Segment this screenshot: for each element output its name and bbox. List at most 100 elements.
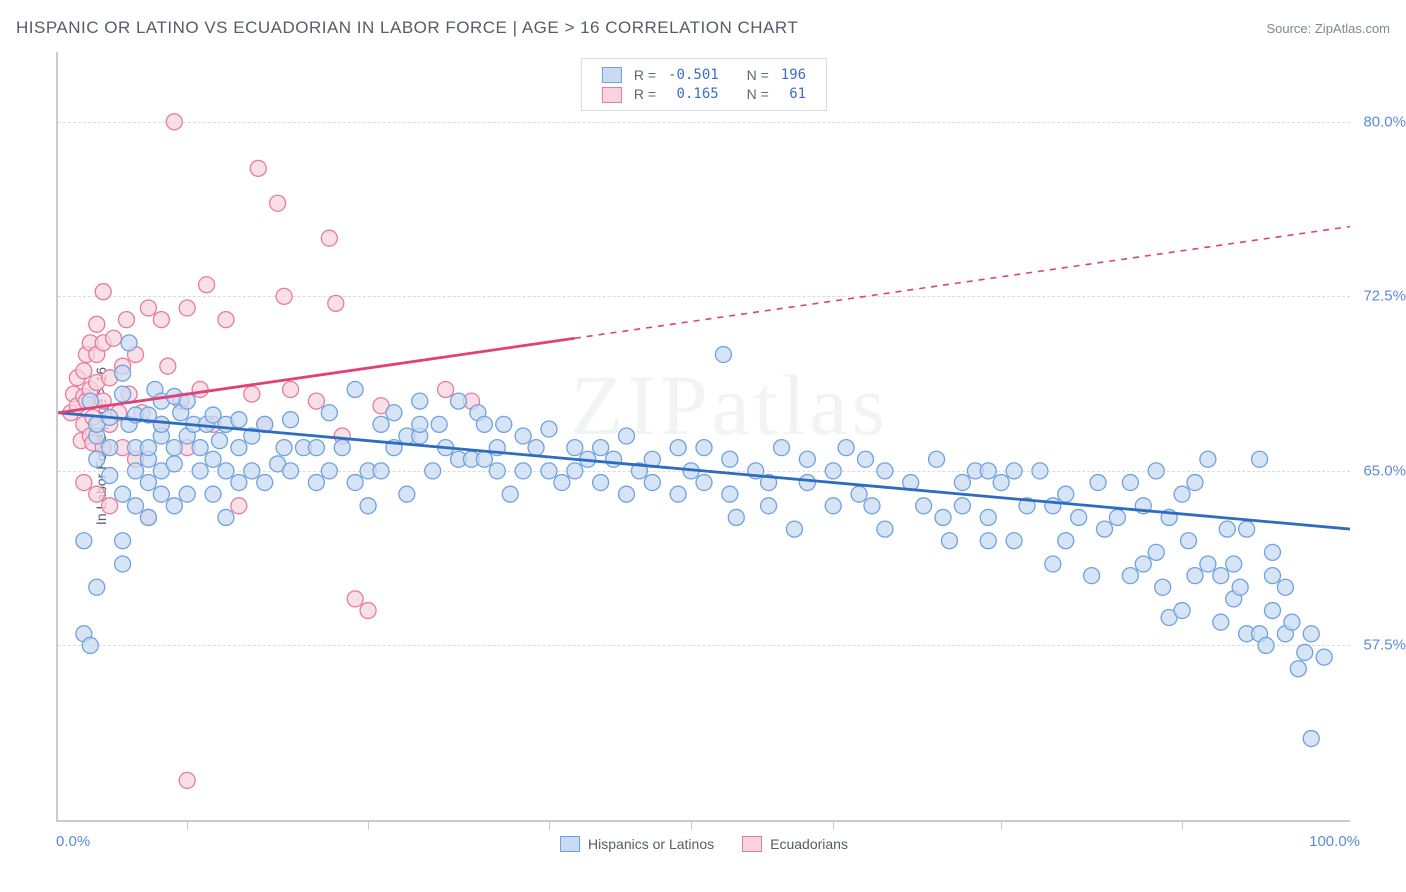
scatter-point	[118, 312, 134, 328]
scatter-point	[412, 393, 428, 409]
scatter-point	[399, 486, 415, 502]
y-tick-label: 65.0%	[1354, 462, 1406, 479]
scatter-point	[1264, 544, 1280, 560]
r-label: R =	[628, 65, 662, 84]
scatter-point	[140, 300, 156, 316]
scatter-point	[696, 475, 712, 491]
scatter-point	[1277, 579, 1293, 595]
legend-item-hispanic: Hispanics or Latinos	[560, 836, 714, 852]
scatter-point	[980, 463, 996, 479]
scatter-point	[328, 295, 344, 311]
scatter-point	[283, 412, 299, 428]
scatter-point	[786, 521, 802, 537]
scatter-point	[373, 463, 389, 479]
scatter-point	[1174, 486, 1190, 502]
scatter-point	[373, 416, 389, 432]
scatter-point	[1284, 614, 1300, 630]
scatter-point	[431, 416, 447, 432]
scatter-point	[89, 451, 105, 467]
scatter-point	[218, 463, 234, 479]
scatter-point	[425, 463, 441, 479]
scatter-point	[799, 475, 815, 491]
scatter-point	[1239, 521, 1255, 537]
scatter-point	[1226, 556, 1242, 572]
scatter-point	[166, 440, 182, 456]
scatter-point	[244, 386, 260, 402]
series-legend: Hispanics or Latinos Ecuadorians	[560, 836, 848, 852]
scatter-point	[192, 463, 208, 479]
scatter-point	[722, 451, 738, 467]
legend-row-hispanic: R = -0.501 N = 196	[596, 65, 812, 84]
scatter-point	[644, 475, 660, 491]
scatter-point	[438, 381, 454, 397]
y-tick-label: 57.5%	[1354, 637, 1406, 654]
legend-row-ecuadorian: R = 0.165 N = 61	[596, 84, 812, 103]
legend-swatch-hispanic-bottom	[560, 836, 580, 852]
scatter-point	[451, 393, 467, 409]
scatter-point	[192, 381, 208, 397]
scatter-point	[140, 440, 156, 456]
scatter-point	[89, 486, 105, 502]
scatter-point	[179, 486, 195, 502]
scatter-point	[412, 416, 428, 432]
scatter-point	[283, 463, 299, 479]
scatter-point	[218, 312, 234, 328]
scatter-point	[160, 358, 176, 374]
scatter-point	[515, 463, 531, 479]
scatter-point	[528, 440, 544, 456]
scatter-point	[1252, 451, 1268, 467]
scatter-point	[1258, 637, 1274, 653]
scatter-point	[1122, 475, 1138, 491]
scatter-point	[115, 486, 131, 502]
n-value-hispanic: 196	[775, 65, 812, 84]
scatter-point	[1200, 556, 1216, 572]
legend-label-ecuadorian: Ecuadorians	[770, 836, 848, 852]
scatter-point	[929, 451, 945, 467]
scatter-point	[1316, 649, 1332, 665]
scatter-point	[1148, 463, 1164, 479]
scatter-point	[270, 195, 286, 211]
scatter-point	[877, 463, 893, 479]
scatter-point	[321, 405, 337, 421]
scatter-point	[102, 468, 118, 484]
scatter-point	[76, 475, 92, 491]
scatter-point	[347, 381, 363, 397]
scatter-point	[231, 498, 247, 514]
scatter-point	[593, 440, 609, 456]
scatter-point	[1058, 486, 1074, 502]
scatter-point	[1187, 475, 1203, 491]
scatter-point	[115, 365, 131, 381]
correlation-legend: R = -0.501 N = 196 R = 0.165 N = 61	[581, 58, 827, 111]
scatter-point	[1084, 568, 1100, 584]
scatter-point	[1148, 544, 1164, 560]
scatter-point	[102, 498, 118, 514]
scatter-point	[140, 475, 156, 491]
scatter-point	[231, 440, 247, 456]
scatter-point	[1045, 498, 1061, 514]
scatter-point	[321, 230, 337, 246]
r-label: R =	[628, 84, 662, 103]
scatter-point	[153, 312, 169, 328]
scatter-point	[1109, 509, 1125, 525]
title-row: HISPANIC OR LATINO VS ECUADORIAN IN LABO…	[16, 18, 1390, 38]
scatter-point	[1213, 568, 1229, 584]
scatter-point	[1097, 521, 1113, 537]
scatter-point	[858, 451, 874, 467]
scatter-point	[347, 475, 363, 491]
scatter-point	[1122, 568, 1138, 584]
scatter-point	[89, 316, 105, 332]
r-value-hispanic: -0.501	[662, 65, 725, 84]
scatter-point	[496, 416, 512, 432]
y-tick-label: 72.5%	[1354, 288, 1406, 305]
scatter-point	[89, 579, 105, 595]
scatter-point	[877, 521, 893, 537]
scatter-point	[593, 475, 609, 491]
scatter-point	[1058, 533, 1074, 549]
x-axis-max-label: 100.0%	[1309, 833, 1360, 850]
scatter-point	[1264, 603, 1280, 619]
scatter-point	[179, 300, 195, 316]
scatter-point	[179, 772, 195, 788]
scatter-point	[1213, 614, 1229, 630]
scatter-point	[1200, 451, 1216, 467]
scatter-point	[1090, 475, 1106, 491]
